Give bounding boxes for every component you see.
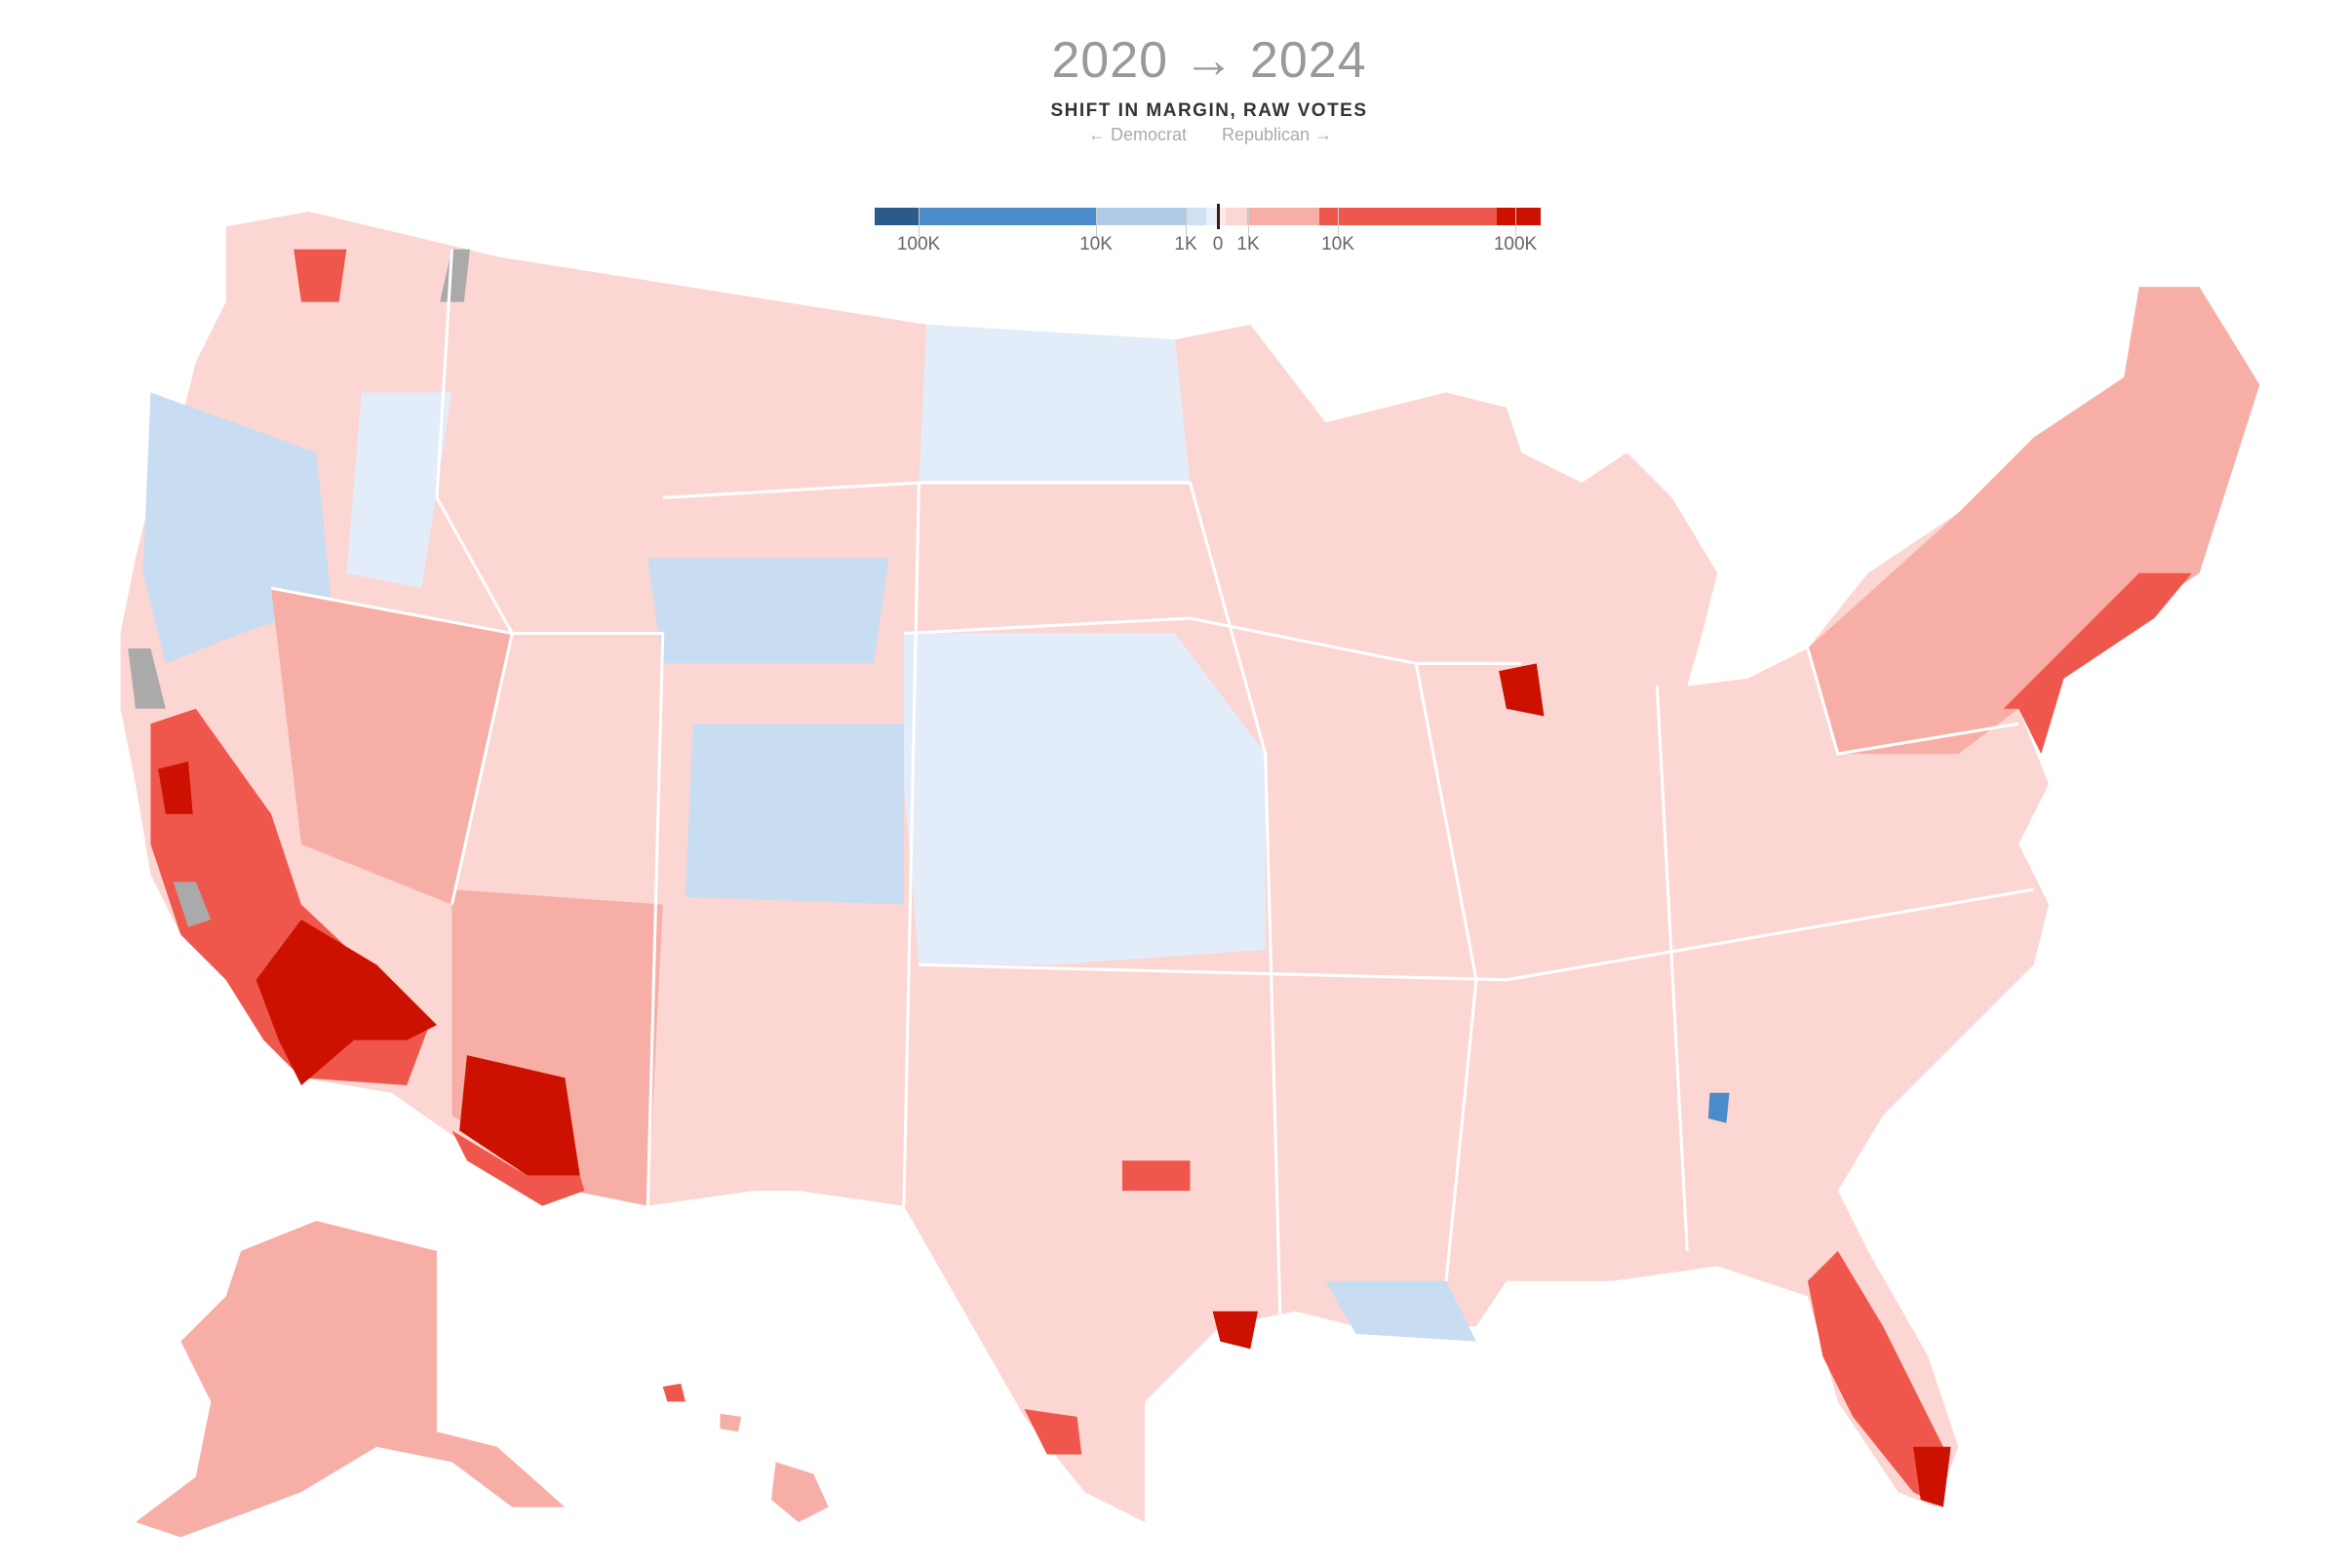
mountain-blue (647, 558, 889, 664)
swatch-dem-100k-plus (875, 208, 919, 225)
louisiana-blue (1325, 1280, 1476, 1342)
swatch-rep-10k-100k (1319, 208, 1497, 225)
colorado-blue (685, 724, 904, 905)
color-scale-bar (875, 208, 1541, 225)
legend-title: 2020 → 2024 (1051, 32, 1367, 89)
houston-dark-red (1212, 1311, 1258, 1350)
arizona-red (451, 1130, 585, 1206)
swatch-dem-near-0 (1206, 208, 1216, 225)
tick-rep-10k: 10K (1321, 234, 1354, 255)
washington-gray (440, 249, 470, 302)
alaska-shape (136, 1221, 566, 1538)
swatch-dem-0-1k (1186, 208, 1206, 225)
seattle-red (294, 249, 347, 302)
democrat-direction-label: ← Democrat (1087, 125, 1187, 144)
tick-dem-1k: 1K (1174, 234, 1197, 255)
contiguous-us (120, 211, 2260, 1522)
alaska (136, 1221, 566, 1538)
bay-area-dark-red (158, 761, 193, 814)
tick-dem-100k: 100K (896, 234, 941, 255)
dallas-red (1121, 1160, 1191, 1192)
swatch-rep-1k-10k (1247, 208, 1319, 225)
idaho-light-blue (346, 392, 452, 589)
plains-light-blue (903, 633, 1266, 965)
atlanta-blue (1707, 1092, 1730, 1123)
swatch-rep-near-0 (1216, 208, 1226, 225)
nocal-gray (128, 647, 166, 709)
swatch-rep-100k-plus (1497, 208, 1541, 225)
swatch-dem-10k-100k (919, 208, 1096, 225)
upper-midwest-light-blue (919, 324, 1191, 484)
socal-gray (173, 882, 212, 927)
tick-rep-100k: 100K (1493, 234, 1538, 255)
arizona-dark-red (459, 1055, 580, 1176)
south-texas-red (1024, 1409, 1082, 1455)
miami-dark-red (1912, 1446, 1951, 1508)
hawaii-oahu (720, 1413, 742, 1432)
legend: 2020 → 2024 SHIFT IN MARGIN, RAW VOTES ←… (858, 20, 1560, 255)
tick-zero: 0 (1212, 234, 1224, 255)
hawaii-kauai (662, 1383, 685, 1402)
tick-rep-1k: 1K (1236, 234, 1260, 255)
legend-subtitle: SHIFT IN MARGIN, RAW VOTES (1050, 100, 1368, 121)
hawaii (662, 1383, 829, 1522)
chicago-red (1499, 663, 1545, 717)
hawaii-big-island (770, 1462, 829, 1522)
florida-red (1807, 1250, 1943, 1508)
northeast-pink (1807, 287, 2260, 755)
republican-direction-label: Republican → (1222, 125, 1333, 144)
nevada-pink (271, 588, 513, 905)
swatch-rep-0-1k (1226, 208, 1247, 225)
swatch-dem-1k-10k (1096, 208, 1186, 225)
tick-dem-10k: 10K (1079, 234, 1113, 255)
state-borders (270, 249, 2034, 1327)
northeast-red (2003, 572, 2192, 755)
socal-dark-red (255, 920, 438, 1085)
zero-marker (1217, 204, 1220, 229)
